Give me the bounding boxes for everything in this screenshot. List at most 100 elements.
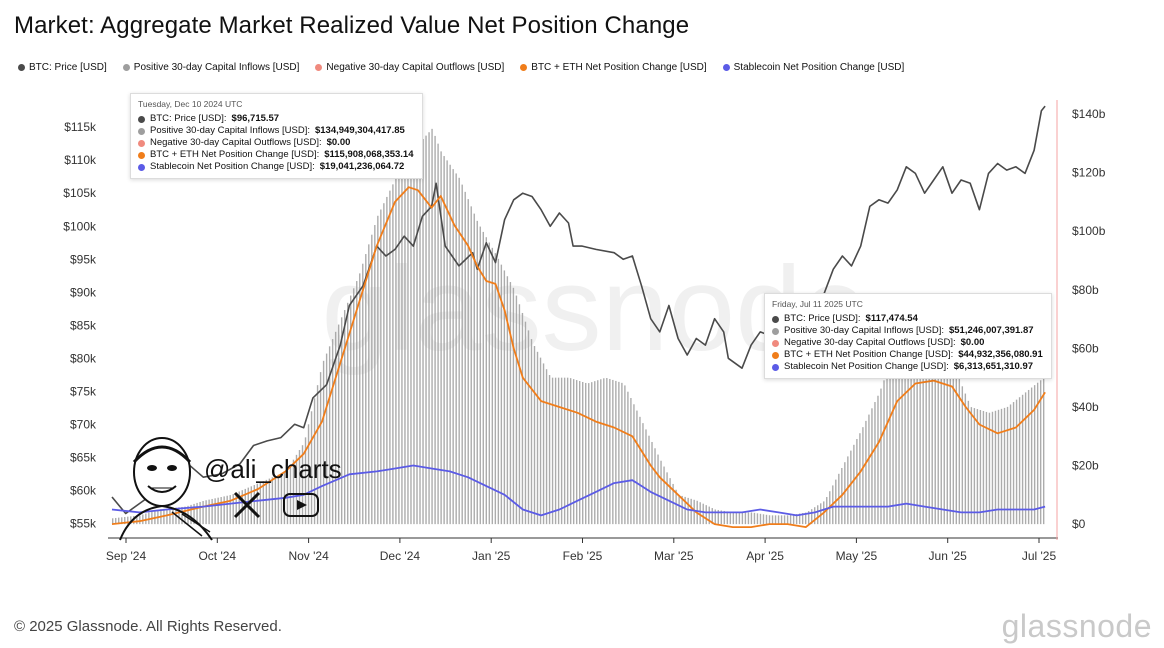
inflow-bar — [621, 382, 623, 525]
inflow-bar — [374, 225, 376, 525]
inflow-bar — [1009, 404, 1012, 525]
inflow-bar — [723, 510, 726, 525]
y-left-tick-label: $80k — [70, 351, 97, 365]
y-left-tick-label: $110k — [64, 153, 97, 167]
inflow-bar — [124, 516, 126, 525]
inflow-bar — [850, 450, 852, 525]
inflow-bar — [271, 477, 274, 525]
inflow-bar — [548, 375, 551, 525]
inflow-bar — [491, 247, 494, 525]
inflow-bar — [178, 507, 180, 525]
y-right-tick-label: $0 — [1072, 517, 1086, 531]
inflow-bar — [901, 338, 903, 525]
y-left-tick-label: $105k — [63, 186, 97, 200]
inflow-bar — [738, 512, 741, 525]
legend-item-btc-price[interactable]: BTC: Price [USD] — [18, 62, 107, 73]
inflow-bar — [235, 492, 237, 525]
y-left-tick-label: $75k — [70, 384, 97, 398]
inflow-bar — [449, 164, 451, 525]
inflow-bar — [470, 206, 472, 525]
inflow-bar — [196, 502, 198, 525]
inflow-bar — [1012, 402, 1015, 525]
inflow-bar — [536, 351, 539, 525]
inflow-bar — [431, 128, 433, 525]
inflow-bar — [717, 509, 719, 525]
inflow-bar — [648, 435, 650, 525]
inflow-bar — [594, 381, 596, 525]
legend-item-positive-inflows[interactable]: Positive 30-day Capital Inflows [USD] — [122, 62, 299, 73]
inflow-bar — [856, 439, 858, 525]
inflow-bar — [166, 508, 168, 525]
inflow-bar — [226, 495, 228, 525]
x-tick-label: Sep '24 — [106, 549, 147, 563]
inflow-bar — [699, 502, 701, 525]
inflow-bar — [729, 511, 732, 525]
inflow-bar — [256, 483, 259, 525]
inflow-bar — [190, 504, 192, 525]
inflow-bar — [530, 339, 533, 525]
inflow-bar — [440, 151, 442, 525]
youtube-icon[interactable] — [282, 492, 320, 520]
inflow-bar — [708, 506, 710, 525]
inflow-bar — [347, 302, 349, 525]
inflow-bar — [452, 169, 454, 525]
x-logo-icon[interactable] — [232, 490, 262, 520]
inflow-bar — [232, 494, 234, 525]
legend-item-btc-eth[interactable]: BTC + ETH Net Position Change [USD] — [520, 62, 707, 73]
x-tick-label: Jun '25 — [929, 549, 968, 563]
legend-dot-btc-price — [18, 64, 25, 71]
y-left-tick-label: $85k — [70, 318, 97, 332]
inflow-bar — [259, 482, 262, 525]
inflow-bar — [798, 513, 801, 525]
inflow-bar — [783, 515, 786, 525]
legend-item-stablecoin[interactable]: Stablecoin Net Position Change [USD] — [722, 62, 905, 73]
inflow-bar — [401, 168, 403, 525]
inflow-bar — [645, 429, 647, 525]
inflow-bar — [970, 407, 973, 525]
legend-item-negative-outflows[interactable]: Negative 30-day Capital Outflows [USD] — [315, 62, 504, 73]
avatar — [119, 437, 213, 541]
inflow-bar — [690, 498, 692, 525]
inflow-bar — [910, 329, 912, 525]
inflow-bar — [217, 497, 219, 525]
x-tick-label: Jan '25 — [472, 549, 511, 563]
inflow-bar — [627, 391, 629, 525]
inflow-bar — [922, 328, 924, 525]
inflow-bar — [955, 371, 958, 525]
inflow-bar — [895, 347, 897, 525]
inflow-bar — [907, 332, 909, 525]
inflow-bar — [654, 448, 656, 525]
inflow-bar — [711, 508, 713, 525]
inflow-bar — [325, 353, 328, 525]
inflow-bar — [675, 489, 677, 525]
inflow-bar — [353, 288, 355, 525]
tooltip-date: Tuesday, Dec 10 2024 UTC — [138, 99, 243, 109]
inflow-bar — [898, 341, 900, 525]
inflow-bar — [455, 173, 457, 525]
legend-dot-positive-inflows — [122, 64, 130, 71]
inflow-bar — [862, 427, 864, 525]
inflow-bar — [780, 515, 783, 525]
inflow-bar — [1000, 408, 1003, 525]
inflow-bar — [961, 386, 964, 525]
inflow-bar — [199, 501, 201, 525]
inflow-bar — [350, 295, 352, 525]
inflow-bar — [368, 244, 370, 525]
inflow-bar — [482, 231, 484, 525]
inflow-bar — [919, 326, 921, 525]
inflow-bar — [512, 287, 515, 525]
inflow-bar — [681, 495, 683, 525]
stablecoin-net-position-change-usd-line — [111, 464, 1046, 517]
inflow-bar — [651, 441, 653, 525]
inflow-bar — [479, 226, 481, 525]
inflow-bar — [172, 507, 174, 525]
x-tick-label: Apr '25 — [746, 549, 784, 563]
legend-label-stablecoin: Stablecoin Net Position Change [USD] — [733, 62, 905, 73]
inflow-bar — [509, 282, 512, 525]
inflow-bar — [585, 382, 587, 525]
inflow-bar — [395, 178, 397, 525]
inflow-bar — [663, 466, 665, 525]
inflow-bar — [434, 135, 436, 525]
inflow-bar — [865, 420, 867, 525]
